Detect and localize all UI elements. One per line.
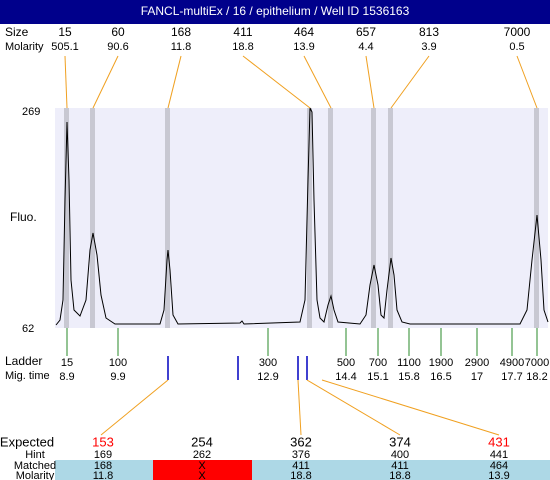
mig-time: 15.1 xyxy=(367,371,388,383)
peak-size: 411 xyxy=(233,25,252,39)
peak-size: 7000 xyxy=(504,25,531,39)
row-label: Matched xyxy=(14,460,56,472)
peak-size: 657 xyxy=(356,25,376,39)
mig-time: 9.9 xyxy=(110,371,125,383)
peak-molarity: 0.5 xyxy=(509,41,524,53)
molarity-cell: 18.8 xyxy=(290,470,311,480)
mig-time: 18.2 xyxy=(526,371,547,383)
y-label: Fluo. xyxy=(10,210,37,224)
mig-time: 12.9 xyxy=(257,371,278,383)
ladder-size: 700 xyxy=(369,357,387,369)
molarity-cell: 13.9 xyxy=(488,470,509,480)
mig-time: 8.9 xyxy=(59,371,74,383)
expected-connectors xyxy=(100,379,500,436)
peak-size: 813 xyxy=(419,25,439,39)
expected-cell: 362 xyxy=(290,434,312,449)
hint-cell: 169 xyxy=(94,449,112,461)
matched-cell: 411 xyxy=(292,460,310,472)
peak-molarity: 3.9 xyxy=(421,41,436,53)
peak-size: 60 xyxy=(111,25,125,39)
ladder-size: 7000 xyxy=(525,357,549,369)
peak-size: 15 xyxy=(58,25,72,39)
peak-molarity: 505.1 xyxy=(51,41,79,53)
row-label: Expected xyxy=(0,434,54,449)
peak-connector xyxy=(365,55,375,109)
mig-time: 17 xyxy=(471,371,483,383)
mig-time: 17.7 xyxy=(501,371,522,383)
blue-markers xyxy=(167,356,308,380)
peak-connector xyxy=(390,55,430,109)
peak-connector xyxy=(303,55,332,109)
molarity-cell: 18.8 xyxy=(389,470,410,480)
peak-molarity: 90.6 xyxy=(107,41,128,53)
plot-area xyxy=(55,108,548,328)
peak-molarity: 13.9 xyxy=(293,41,314,53)
title-bar xyxy=(0,0,550,24)
molarity-cell: 11.8 xyxy=(93,470,114,480)
unmatched-cell xyxy=(153,460,252,480)
peak-size: 168 xyxy=(171,25,191,39)
peak-connector xyxy=(64,55,68,109)
ladder-size: 1100 xyxy=(397,357,421,369)
peak-molarity: 11.8 xyxy=(171,41,192,53)
matched-cell: 464 xyxy=(490,460,508,472)
mig-time: 15.8 xyxy=(398,371,419,383)
matched-cell: 168 xyxy=(94,460,112,472)
ladder-label: Ladder xyxy=(5,354,42,368)
ladder-size: 15 xyxy=(61,357,73,369)
ladder-size: 100 xyxy=(109,357,127,369)
expected-cell: 254 xyxy=(191,434,213,449)
ladder-size: 4900 xyxy=(500,357,524,369)
peak-connector xyxy=(516,55,538,109)
peak-molarity: 4.4 xyxy=(358,41,373,53)
hint-cell: 441 xyxy=(490,449,508,461)
ladder-size: 300 xyxy=(259,357,277,369)
ladder-size: 1900 xyxy=(429,357,453,369)
expected-cell: 374 xyxy=(389,434,411,449)
hint-cell: 376 xyxy=(292,449,310,461)
expected-cell: 431 xyxy=(488,434,510,449)
peak-molarity: 18.8 xyxy=(232,41,253,53)
matched-cell: X xyxy=(198,460,206,472)
expected-cell: 153 xyxy=(92,434,114,449)
peak-connector xyxy=(92,55,119,109)
matched-cell: 411 xyxy=(391,460,409,472)
mig-time: 14.4 xyxy=(335,371,356,383)
row-label: Hint xyxy=(25,449,45,461)
size-label: Size xyxy=(5,25,29,39)
peak-size: 464 xyxy=(294,25,314,39)
molarity-cell: X xyxy=(198,470,206,480)
y-top: 269 xyxy=(22,106,40,118)
y-bottom: 62 xyxy=(22,323,34,335)
ladder-size: 2900 xyxy=(465,357,489,369)
mig-time: 16.5 xyxy=(430,371,451,383)
title: FANCL-multiEx / 16 / epithelium / Well I… xyxy=(141,4,410,18)
molarity-label: Molarity xyxy=(5,41,44,53)
peak-connector xyxy=(167,55,182,109)
hint-cell: 400 xyxy=(391,449,409,461)
peak-connector xyxy=(242,55,311,109)
row-label: Molarity xyxy=(16,470,55,480)
ladder-size: 500 xyxy=(337,357,355,369)
hint-cell: 262 xyxy=(193,449,211,461)
mig-time-label: Mig. time xyxy=(5,370,50,382)
